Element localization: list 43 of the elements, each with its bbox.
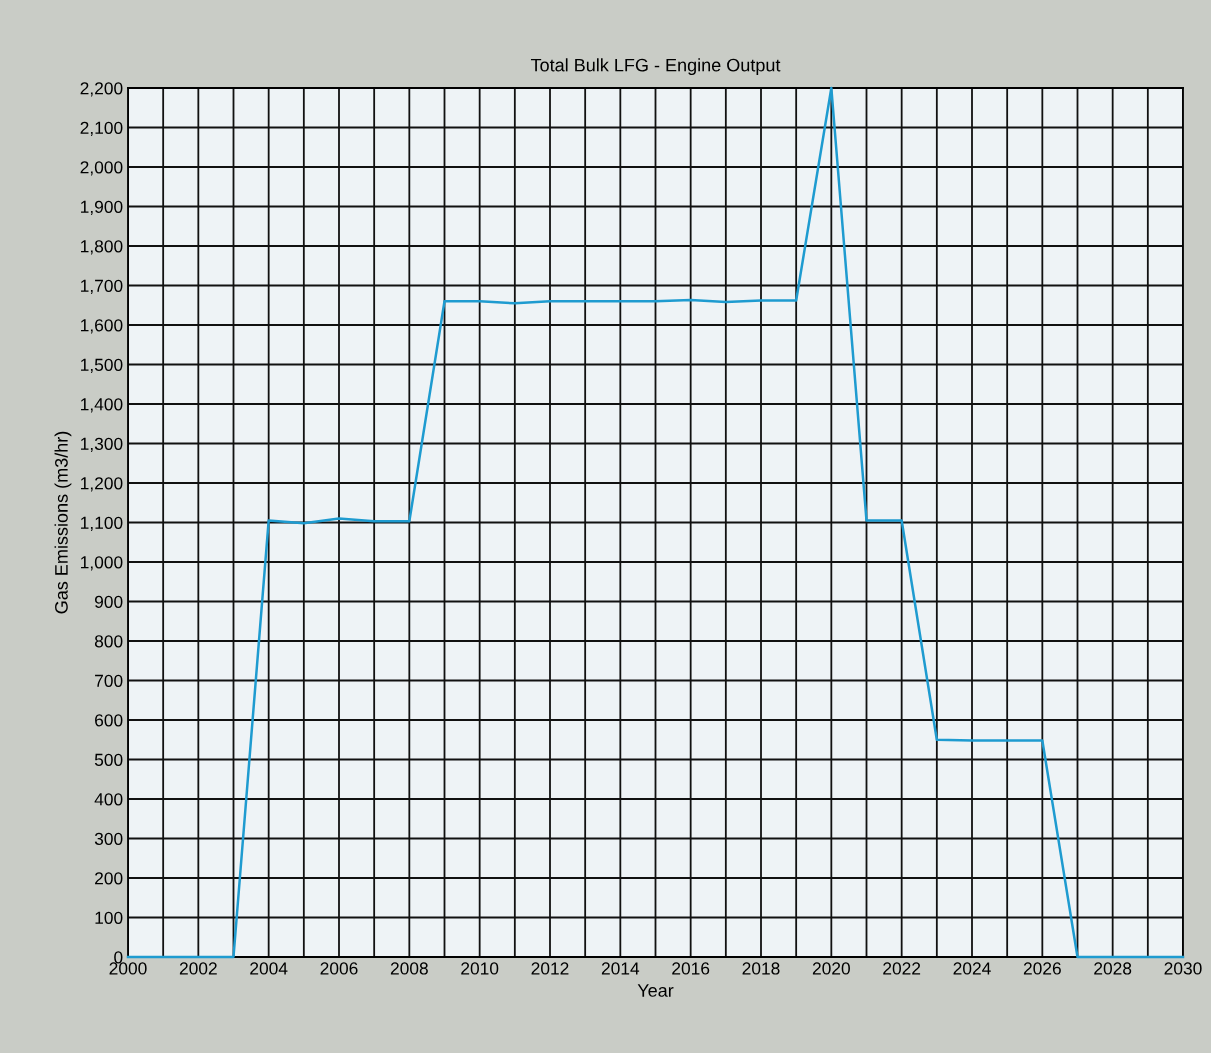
y-tick-label: 100	[95, 911, 123, 924]
line-series	[126, 86, 1185, 959]
x-tick-label: 2028	[1094, 962, 1132, 975]
y-tick-label: 2,200	[80, 82, 123, 97]
y-tick-label: 2,000	[80, 161, 123, 176]
y-tick-label: 1,600	[81, 319, 123, 334]
x-tick-label: 2008	[390, 962, 428, 975]
y-tick-label: 1,900	[81, 200, 123, 216]
y-tick-label: 1,300	[81, 437, 123, 453]
y-tick-label: 300	[94, 832, 123, 845]
x-tick-label: 2000	[109, 962, 147, 975]
y-tick-label: 1,800	[81, 240, 123, 255]
x-tick-label: 2010	[461, 962, 499, 975]
y-tick-label: 400	[94, 793, 123, 806]
x-tick-label: 2004	[250, 962, 288, 975]
y-tick-label: 1,700	[81, 279, 123, 295]
x-tick-label: 2022	[883, 962, 921, 975]
y-tick-label: 1,100	[81, 516, 123, 532]
x-tick-label: 2016	[672, 962, 710, 975]
x-tick-label: 2018	[742, 962, 780, 975]
y-tick-label: 1,000	[81, 556, 123, 571]
x-tick-label: 2020	[812, 962, 850, 975]
y-tick-label: 600	[95, 714, 123, 727]
x-tick-label: 2006	[320, 962, 358, 975]
x-axis-title: Year	[637, 984, 674, 997]
x-tick-label: 2024	[953, 962, 991, 975]
x-tick-label: 2002	[179, 962, 217, 975]
y-tick-label: 800	[94, 635, 123, 648]
y-tick-label: 0	[114, 951, 123, 964]
y-tick-label: 2,100	[80, 121, 123, 137]
chart-title: Total Bulk LFG - Engine Output	[530, 58, 781, 76]
x-tick-label: 2030	[1164, 962, 1202, 975]
x-tick-label: 2026	[1023, 962, 1061, 975]
y-axis-title: Gas Emissions (m3/hr)	[54, 431, 72, 614]
y-tick-label: 200	[95, 872, 123, 885]
y-tick-label: 700	[95, 674, 123, 687]
x-tick-label: 2012	[531, 962, 569, 975]
y-tick-label: 900	[94, 595, 123, 608]
y-tick-label: 1,200	[81, 477, 123, 492]
y-tick-label: 500	[94, 753, 123, 766]
x-tick-label: 2014	[601, 962, 640, 975]
y-tick-label: 1,500	[81, 358, 123, 374]
y-tick-label: 1,400	[81, 398, 123, 413]
